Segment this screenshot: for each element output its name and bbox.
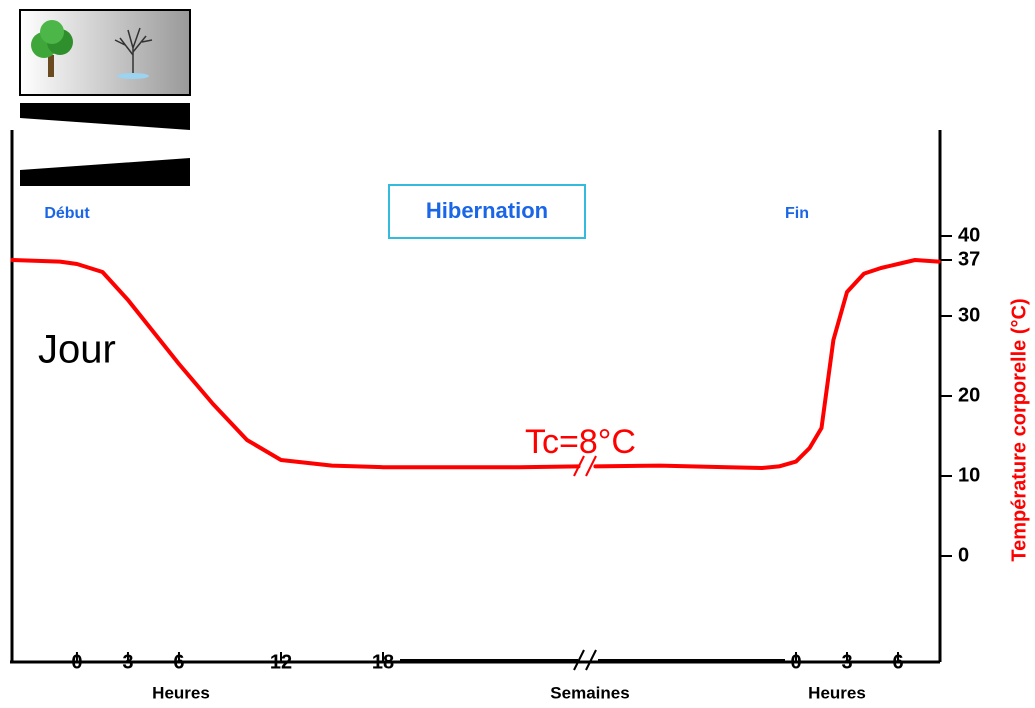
x-axis-label: Heures [152,683,210,702]
axis-break [400,649,785,671]
day-label: Jour [38,328,116,372]
y-axis-label: Température corporelle (°C) [1008,298,1030,561]
x-tick-label: 12 [270,651,292,673]
temperature-curve [10,258,581,470]
annotation: Tc=8°C [525,423,636,461]
photoperiod-wedge [20,118,190,170]
x-tick-label: 3 [841,651,852,673]
start-label: Début [44,205,90,222]
y-tick-label: 37 [958,248,980,270]
end-label: Fin [785,205,809,222]
y-tick-label: 30 [958,304,980,326]
y-tick-label: 40 [958,224,980,246]
y-tick-label: 0 [958,544,969,566]
temperature-curve [593,258,941,470]
x-axis-label: Semaines [550,683,629,702]
x-tick-label: 0 [71,651,82,673]
x-tick-label: 6 [892,651,903,673]
phase-box [388,184,586,239]
x-tick-label: 0 [790,651,801,673]
phase-label: Hibernation [426,198,548,223]
y-tick-label: 20 [958,384,980,406]
x-tick-label: 6 [173,651,184,673]
tree-bare [114,27,153,79]
x-tick-label: 18 [372,651,394,673]
y-tick-label: 10 [958,464,980,486]
x-axis-label: Heures [808,683,866,702]
tree-green [31,20,73,77]
x-tick-label: 3 [122,651,133,673]
